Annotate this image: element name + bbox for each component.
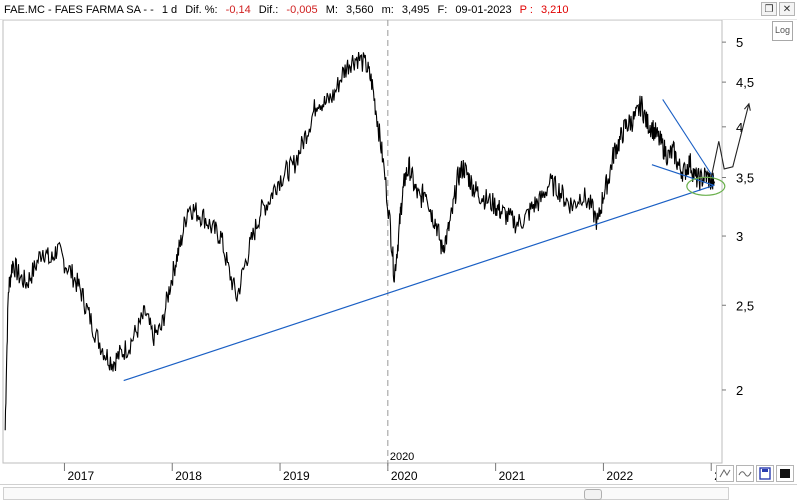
plot-area xyxy=(2,20,723,464)
date-label: F: xyxy=(437,4,448,16)
min-value: 3,495 xyxy=(401,4,430,16)
y-tick-label: 3,5 xyxy=(736,171,754,186)
wave-button[interactable] xyxy=(736,465,754,482)
close-button[interactable]: ✕ xyxy=(779,2,795,16)
price-series-line xyxy=(4,51,716,431)
y-tick-label: 2 xyxy=(736,383,743,398)
year-marker-label: 2020 xyxy=(390,451,414,463)
panel-icon xyxy=(780,469,790,478)
x-tick-label: 2022 xyxy=(606,469,633,483)
quote-header: FAE.MC - FAES FARMA SA - - 1 d Dif. %: -… xyxy=(4,3,574,17)
y-tick-label: 3 xyxy=(736,229,743,244)
dif-pct-label: Dif. %: xyxy=(185,4,218,16)
y-tick-label: 5 xyxy=(736,35,743,50)
support-trendline xyxy=(123,184,715,382)
price-label: P : xyxy=(519,4,533,16)
min-label: m: xyxy=(381,4,394,16)
scrollbar-thumb[interactable] xyxy=(584,489,602,500)
restore-button[interactable]: ❐ xyxy=(761,2,777,16)
projection-arrowhead xyxy=(743,102,751,111)
dif-value: -0,005 xyxy=(286,4,318,16)
x-tick-label: 2020 xyxy=(391,469,418,483)
log-scale-button[interactable]: Log xyxy=(772,21,793,41)
zoom-icon xyxy=(719,469,731,478)
y-tick-label: 4 xyxy=(736,120,743,135)
y-tick-label: 2,5 xyxy=(736,298,754,313)
x-tick-label: 2019 xyxy=(283,469,310,483)
projection-arrow xyxy=(710,103,750,178)
dif-label: Dif.: xyxy=(258,4,279,16)
y-tick-label: 4,5 xyxy=(736,75,754,90)
dif-pct-value: -0,14 xyxy=(225,4,251,16)
max-value: 3,560 xyxy=(345,4,374,16)
date-value: 09-01-2023 xyxy=(455,4,512,16)
title-bar: FAE.MC - FAES FARMA SA - - 1 d Dif. %: -… xyxy=(0,0,797,20)
x-tick-label: 2017 xyxy=(67,469,94,483)
horizontal-scrollbar[interactable] xyxy=(3,487,729,500)
upper-wedge-line xyxy=(662,99,714,178)
max-label: M: xyxy=(325,4,338,16)
x-tick-label: 2021 xyxy=(499,469,526,483)
window-controls: ❐ ✕ xyxy=(761,2,795,16)
highlight-ellipse xyxy=(686,176,726,196)
grid-layer xyxy=(2,20,723,464)
symbol-label: FAE.MC - FAES FARMA SA - - xyxy=(4,4,154,16)
zoom-button[interactable] xyxy=(716,465,734,482)
save-button[interactable] xyxy=(756,465,774,482)
wave-icon xyxy=(738,471,752,477)
panel-button[interactable] xyxy=(776,465,794,482)
price-value: 3,210 xyxy=(540,4,569,16)
horizontal-scrollbar-area xyxy=(0,484,797,503)
x-tick-label: 2018 xyxy=(175,469,202,483)
lower-wedge-line xyxy=(651,164,714,186)
save-icon xyxy=(759,467,771,480)
interval-label: 1 d xyxy=(161,4,178,16)
